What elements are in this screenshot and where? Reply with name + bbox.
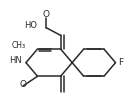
Text: O: O	[43, 10, 50, 18]
Text: HN: HN	[9, 56, 22, 65]
Text: O: O	[20, 80, 27, 88]
Text: F: F	[118, 58, 123, 67]
Text: CH₃: CH₃	[12, 41, 26, 50]
Text: HO: HO	[24, 21, 38, 30]
